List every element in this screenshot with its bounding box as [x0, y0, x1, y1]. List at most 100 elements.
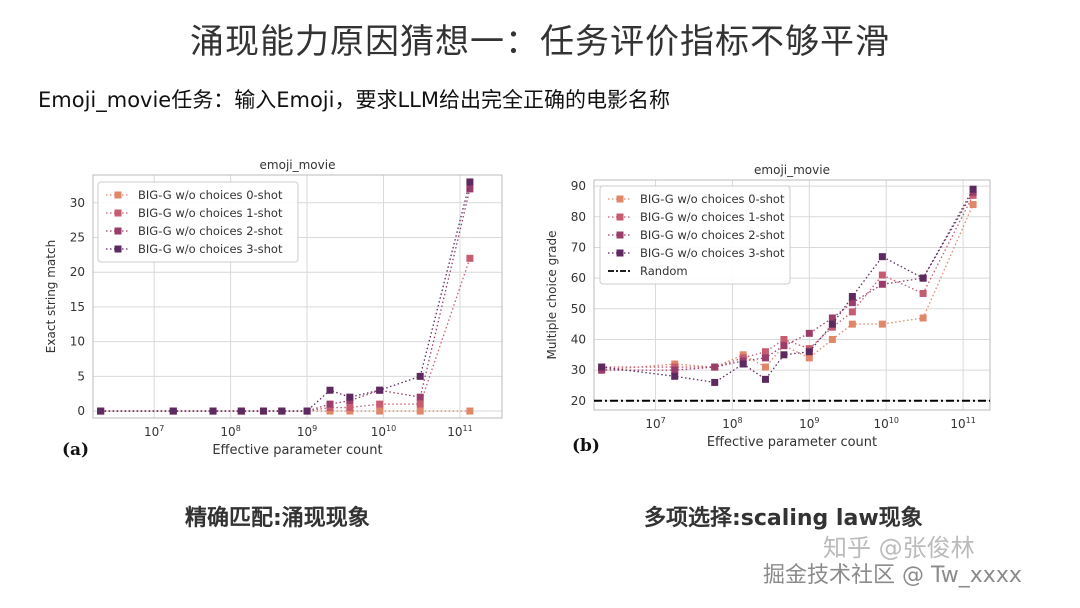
x-tick-label: 107 — [645, 416, 665, 431]
chart-title: emoji_movie — [754, 163, 830, 177]
data-point — [671, 366, 679, 374]
x-tick-label: 1011 — [950, 416, 975, 431]
data-point — [278, 407, 286, 415]
data-point — [848, 308, 856, 316]
legend-label: BIG-G w/o choices 0-shot — [640, 192, 785, 206]
data-point — [848, 299, 856, 307]
data-point — [209, 407, 217, 415]
x-tick-label: 107 — [144, 424, 164, 439]
y-tick-label: 70 — [571, 240, 586, 254]
data-point — [466, 407, 474, 415]
legend-marker — [114, 191, 122, 199]
data-point — [466, 254, 474, 262]
legend-marker — [616, 231, 624, 239]
data-point — [780, 351, 788, 359]
data-point — [376, 386, 384, 394]
y-tick-label: 60 — [571, 271, 586, 285]
series-line-2 — [100, 188, 471, 412]
legend-label: BIG-G w/o choices 3-shot — [138, 242, 283, 256]
multiple-choice-chart: emoji_movie 107 108 109 1010 1011 20 30 40 50 60 70… — [545, 163, 991, 450]
data-point — [878, 320, 886, 328]
data-point — [969, 185, 977, 193]
legend-marker — [114, 209, 122, 217]
y-tick-label: 10 — [70, 335, 85, 349]
x-axis-label: Effective parameter count — [212, 443, 382, 458]
data-point — [805, 348, 813, 356]
data-point — [416, 372, 424, 380]
data-point — [919, 289, 927, 297]
data-point — [376, 400, 384, 408]
data-point — [326, 386, 334, 394]
data-point — [828, 314, 836, 322]
data-point — [346, 393, 354, 401]
legend-label: BIG-G w/o choices 0-shot — [138, 188, 283, 202]
data-point — [780, 342, 788, 350]
data-point — [97, 407, 105, 415]
y-tick-label: 15 — [70, 300, 85, 314]
y-tick-label: 40 — [571, 332, 586, 346]
data-point — [711, 378, 719, 386]
y-tick-label: 20 — [571, 394, 586, 408]
caption-multiple-choice: 多项选择:scaling law现象 — [644, 506, 923, 531]
data-point — [416, 393, 424, 401]
data-point — [919, 314, 927, 322]
data-point — [848, 320, 856, 328]
data-point — [416, 400, 424, 408]
data-point — [848, 293, 856, 301]
data-point — [761, 363, 769, 371]
x-tick-label: 109 — [297, 424, 317, 439]
data-point — [878, 280, 886, 288]
data-point — [919, 274, 927, 282]
data-point — [237, 407, 245, 415]
x-tick-label: 108 — [220, 424, 240, 439]
data-point — [805, 354, 813, 362]
legend-marker — [616, 249, 624, 257]
data-point — [805, 329, 813, 337]
y-tick-label: 30 — [70, 196, 85, 210]
x-tick-label: 1010 — [873, 416, 898, 431]
legend-label: BIG-G w/o choices 2-shot — [138, 224, 283, 238]
legend-box — [599, 185, 791, 285]
legend-marker — [616, 195, 624, 203]
data-point — [780, 335, 788, 343]
data-point — [466, 178, 474, 186]
data-point — [376, 407, 384, 415]
data-point — [259, 407, 267, 415]
legend-label-random: Random — [640, 264, 688, 278]
x-tick-label: 108 — [722, 416, 742, 431]
x-tick-label: 1011 — [447, 424, 472, 439]
data-point — [739, 360, 747, 368]
data-point — [828, 320, 836, 328]
data-point — [326, 400, 334, 408]
data-point — [346, 404, 354, 412]
legend-label: BIG-G w/o choices 1-shot — [138, 206, 283, 220]
y-axis-label: Multiple choice grade — [545, 230, 559, 359]
data-point — [761, 354, 769, 362]
data-point — [671, 372, 679, 380]
data-point — [878, 271, 886, 279]
y-tick-label: 90 — [571, 179, 586, 193]
y-tick-label: 20 — [70, 265, 85, 279]
x-tick-label: 109 — [799, 416, 819, 431]
series-line-2 — [601, 191, 974, 371]
data-point — [416, 407, 424, 415]
y-tick-label: 30 — [571, 363, 586, 377]
series-line-3 — [100, 181, 471, 412]
data-point — [828, 335, 836, 343]
data-point — [761, 348, 769, 356]
caption-exact-match: 精确匹配:涌现现象 — [185, 506, 370, 531]
data-point — [169, 407, 177, 415]
series-line-0 — [601, 204, 974, 371]
panel-label-b: (b) — [572, 436, 600, 456]
panel-label-a: (a) — [62, 440, 90, 460]
data-point — [598, 363, 606, 371]
x-tick-label: 1010 — [371, 424, 396, 439]
legend-label: BIG-G w/o choices 2-shot — [640, 228, 785, 242]
data-point — [969, 201, 977, 209]
data-point — [303, 407, 311, 415]
legend-box — [97, 181, 299, 263]
legend-marker — [114, 227, 122, 235]
y-tick-label: 80 — [571, 210, 586, 224]
legend-marker — [114, 245, 122, 253]
slide-subtitle: Emoji_movie任务：输入Emoji，要求LLM给出完全正确的电影名称 — [38, 88, 670, 112]
